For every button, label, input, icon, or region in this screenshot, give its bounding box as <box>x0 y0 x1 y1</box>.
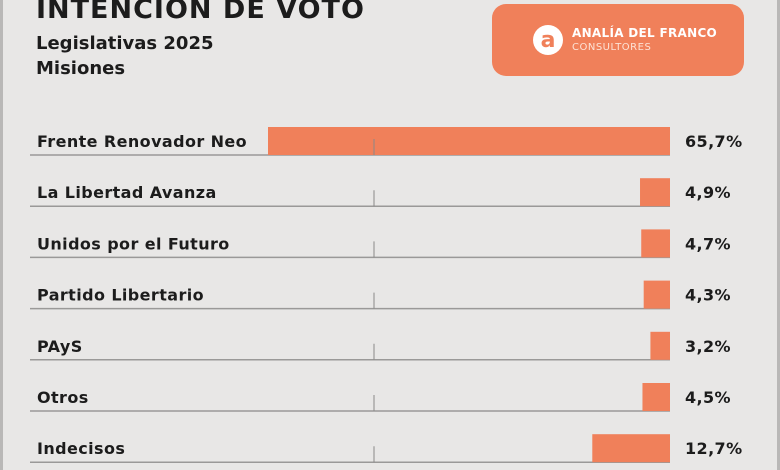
bar <box>643 280 670 309</box>
chart-subtitle-region: Misiones <box>36 58 126 79</box>
category-label: Unidos por el Futuro <box>37 234 230 253</box>
value-label: 4,9% <box>685 183 731 202</box>
category-label: Frente Renovador Neo <box>37 132 247 151</box>
bar <box>650 331 670 360</box>
bar <box>268 127 670 155</box>
bar <box>592 434 670 463</box>
brand-name: ANALÍA DEL FRANCO <box>572 26 718 40</box>
bar <box>640 178 670 207</box>
value-label: 12,7% <box>685 439 743 458</box>
category-label: PAyS <box>37 337 83 356</box>
category-label: Otros <box>37 388 89 407</box>
value-label: 65,7% <box>685 132 743 151</box>
value-label: 4,7% <box>685 234 731 253</box>
value-label: 4,5% <box>685 388 731 407</box>
category-label: Partido Libertario <box>37 286 204 305</box>
brand-badge: a ANALÍA DEL FRANCO CONSULTORES <box>492 4 744 76</box>
chart-subtitle-election: Legislativas 2025 <box>36 33 214 54</box>
category-label: La Libertad Avanza <box>37 183 217 202</box>
brand-logo-icon: a <box>532 24 564 56</box>
brand-subtitle: CONSULTORES <box>572 42 652 53</box>
value-label: 4,3% <box>685 286 731 305</box>
chart-title: INTENCIÓN DE VOTO <box>36 0 365 25</box>
bar <box>642 383 670 411</box>
value-label: 3,2% <box>685 337 731 356</box>
bar <box>641 229 670 258</box>
svg-text:a: a <box>541 28 556 53</box>
category-label: Indecisos <box>37 439 125 458</box>
